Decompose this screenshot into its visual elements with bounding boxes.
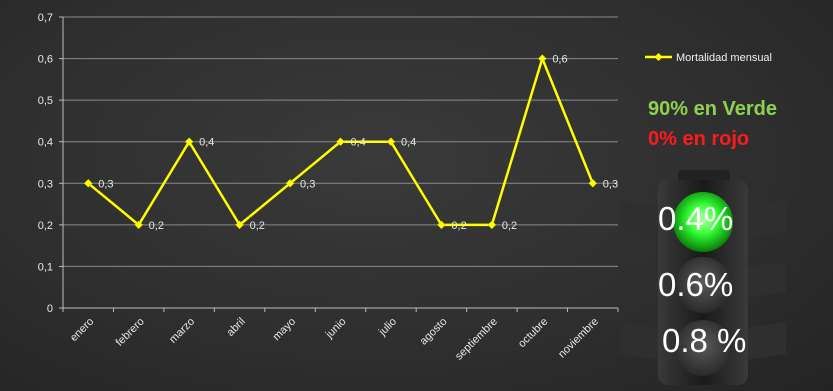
- x-axis-ticks: enero febrero marzo abril mayo junio julio agos…: [68, 316, 601, 363]
- data-label: 0,4: [199, 137, 214, 149]
- y-tick-label: 0,7: [38, 12, 53, 24]
- visor-right-2: [743, 262, 786, 298]
- data-label: 0,6: [552, 54, 567, 66]
- y-tick-label: 0,1: [38, 261, 53, 273]
- summary-green-text: 90% en Verde: [648, 98, 777, 120]
- y-tick-label: 0: [47, 303, 53, 315]
- data-point: [588, 178, 598, 188]
- x-tick-label: marzo: [167, 316, 197, 346]
- summary-red-text: 0% en rojo: [648, 128, 750, 150]
- traffic-light-label-top: 0.4%: [658, 200, 734, 237]
- data-label: 0,2: [250, 220, 265, 232]
- data-point: [83, 178, 93, 188]
- traffic-light-graphic: [620, 170, 786, 385]
- visor-left-3: [620, 322, 663, 360]
- y-tick-label: 0,2: [38, 220, 53, 232]
- x-tick-label: enero: [68, 316, 96, 344]
- data-point: [537, 54, 547, 63]
- y-tick-label: 0,3: [38, 178, 53, 190]
- x-tick-label: agosto: [418, 316, 450, 348]
- visor-left-2: [620, 262, 663, 298]
- data-label: 0,3: [300, 178, 315, 190]
- chart-legend: Mortalidad mensual: [645, 52, 772, 64]
- y-axis-ticks: 0 0,1 0,2 0,3 0,4 0,5 0,6 0,7: [38, 12, 53, 315]
- visor-right-3: [743, 322, 786, 360]
- x-tick-label: septiembre: [453, 316, 500, 363]
- series-mortalidad: [83, 54, 598, 230]
- lamp-bottom-off: [675, 320, 731, 376]
- traffic-light-label-bottom: 0.8 %: [662, 322, 747, 359]
- data-label: 0,2: [451, 220, 466, 232]
- x-tick-label: febrero: [114, 316, 147, 349]
- legend-label: Mortalidad mensual: [676, 52, 772, 64]
- data-point: [487, 220, 497, 230]
- data-point: [386, 137, 396, 147]
- data-point: [184, 137, 194, 147]
- data-labels: 0,3 0,2 0,4 0,2 0,3 0,4 0,4 0,2 0,2 0,6 0,3: [98, 54, 618, 232]
- y-tick-label: 0,4: [38, 137, 53, 149]
- lamp-middle-off: [675, 257, 731, 313]
- data-point: [235, 220, 244, 230]
- data-label: 0,3: [603, 178, 618, 190]
- visor-right-1: [743, 200, 786, 240]
- visor-left-1: [620, 200, 663, 240]
- data-point: [336, 137, 345, 147]
- x-tick-label: noviembre: [556, 316, 601, 361]
- lamp-green-active: [673, 192, 733, 252]
- y-tick-label: 0,5: [38, 95, 53, 107]
- x-tick-label: junio: [323, 316, 349, 342]
- x-tick-label: octubre: [516, 316, 550, 350]
- data-label: 0,4: [351, 137, 366, 149]
- data-point: [134, 220, 144, 230]
- legend-marker: [654, 53, 663, 61]
- data-label: 0,2: [149, 220, 164, 232]
- x-tick-label: mayo: [271, 316, 299, 344]
- traffic-light: 0.4% 0.6% 0.8 %: [618, 170, 788, 385]
- chart-grid: [59, 16, 619, 312]
- y-tick-label: 0,6: [38, 54, 53, 66]
- data-label: 0,4: [401, 137, 416, 149]
- data-point: [285, 178, 295, 188]
- traffic-light-label-middle: 0.6%: [658, 266, 734, 303]
- data-label: 0,2: [502, 220, 517, 232]
- data-point: [437, 220, 446, 230]
- data-label: 0,3: [98, 178, 113, 190]
- x-tick-label: abril: [225, 316, 248, 339]
- x-tick-label: julio: [376, 316, 399, 339]
